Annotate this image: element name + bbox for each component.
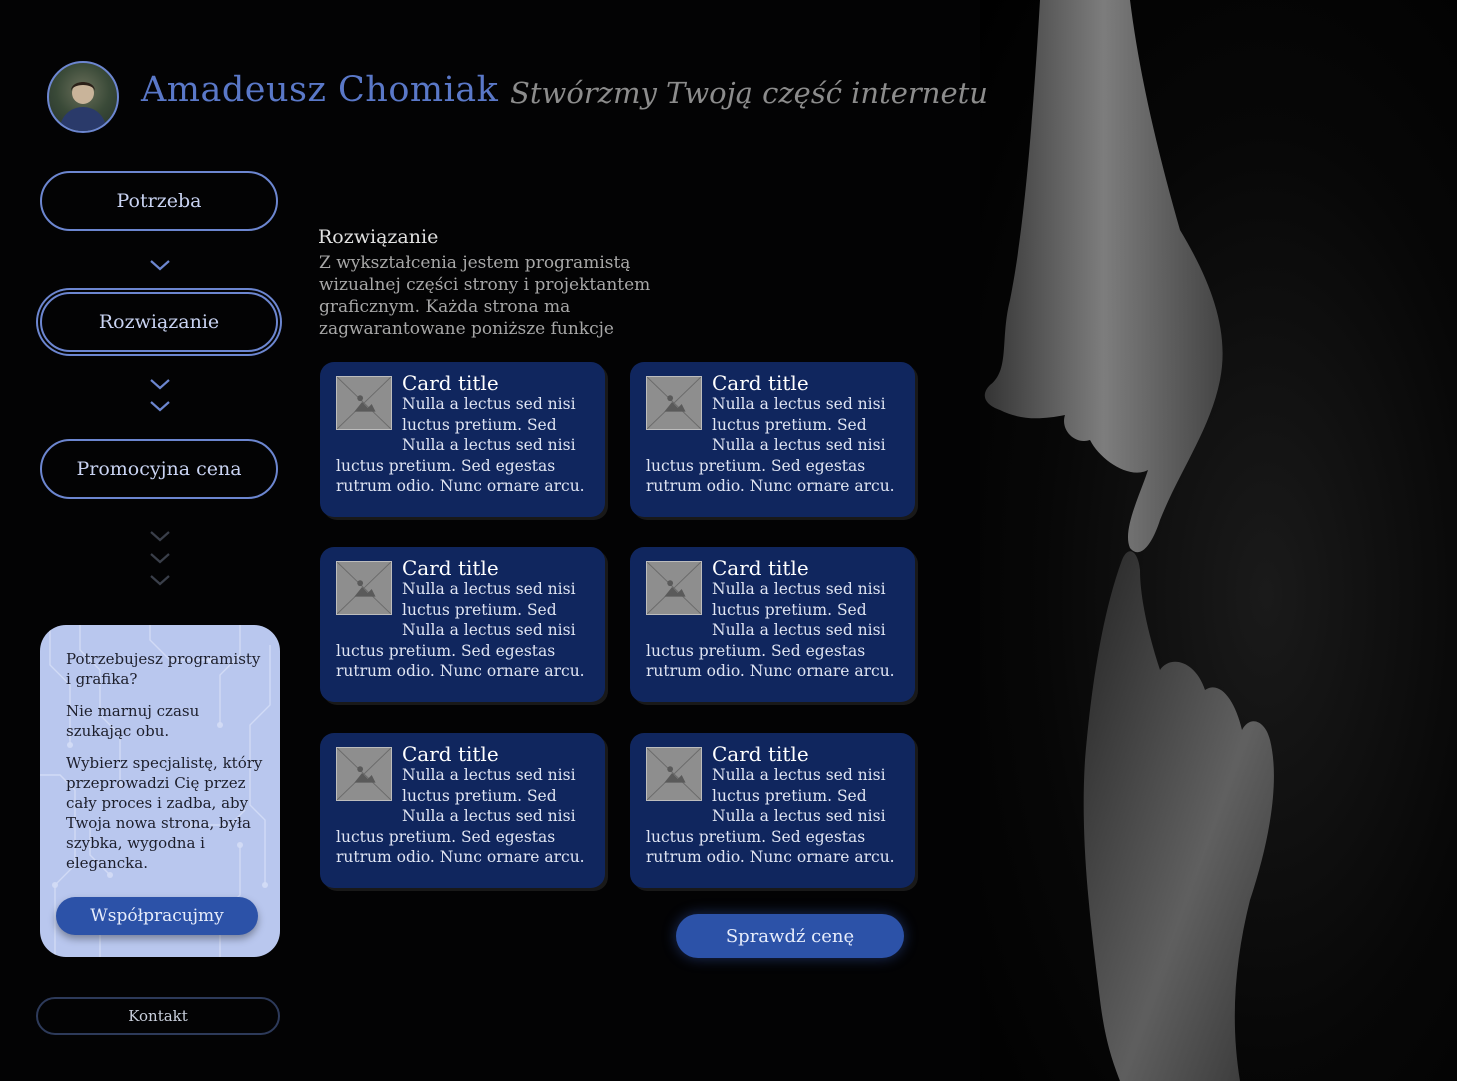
card-body: Card title Nulla a lectus sed nisi luctu… (336, 743, 598, 868)
card-title: Card title (712, 371, 809, 395)
promo-text: Potrzebujesz programisty i grafika? Nie … (66, 649, 266, 885)
feature-card: Card title Nulla a lectus sed nisi luctu… (630, 733, 915, 888)
card-text: Nulla a lectus sed nisi luctus pretium. … (646, 766, 895, 866)
chevron-down-icon (148, 399, 172, 413)
card-text: Nulla a lectus sed nisi luctus pretium. … (646, 580, 895, 680)
feature-card: Card title Nulla a lectus sed nisi luctu… (630, 547, 915, 702)
promo-paragraph: Potrzebujesz programisty i grafika? (66, 650, 261, 688)
feature-card: Card title Nulla a lectus sed nisi luctu… (320, 362, 605, 517)
avatar (47, 61, 119, 133)
card-title: Card title (712, 556, 809, 580)
feature-card: Card title Nulla a lectus sed nisi luctu… (630, 362, 915, 517)
card-text: Nulla a lectus sed nisi luctus pretium. … (336, 766, 585, 866)
nav-step-promocyjna-cena[interactable]: Promocyjna cena (40, 439, 278, 499)
card-text: Nulla a lectus sed nisi luctus pretium. … (646, 395, 895, 495)
image-placeholder-icon (646, 747, 702, 801)
card-body: Card title Nulla a lectus sed nisi luctu… (336, 372, 598, 497)
card-body: Card title Nulla a lectus sed nisi luctu… (646, 557, 908, 682)
card-title: Card title (402, 556, 499, 580)
card-text: Nulla a lectus sed nisi luctus pretium. … (336, 395, 585, 495)
card-body: Card title Nulla a lectus sed nisi luctu… (646, 743, 908, 868)
card-title: Card title (402, 371, 499, 395)
contact-button[interactable]: Kontakt (36, 997, 280, 1035)
section-title: Rozwiązanie (318, 226, 439, 248)
tagline: Stwórzmy Twoją część internetu (510, 76, 988, 110)
reaching-hands-image (980, 0, 1457, 1081)
card-body: Card title Nulla a lectus sed nisi luctu… (646, 372, 908, 497)
chevron-down-icon (148, 258, 172, 272)
image-placeholder-icon (336, 561, 392, 615)
circuit-pattern (40, 625, 271, 957)
chevron-down-icon (148, 377, 172, 391)
promo-paragraph: Wybierz specjalistę, który przeprowadzi … (66, 754, 263, 872)
card-title: Card title (402, 742, 499, 766)
brand-name: Amadeusz Chomiak (141, 70, 499, 110)
nav-step-rozwiazanie[interactable]: Rozwiązanie (40, 292, 278, 352)
image-placeholder-icon (336, 747, 392, 801)
image-placeholder-icon (336, 376, 392, 430)
feature-card: Card title Nulla a lectus sed nisi luctu… (320, 733, 605, 888)
chevron-down-icon (148, 529, 172, 543)
promo-card: Potrzebujesz programisty i grafika? Nie … (40, 625, 280, 957)
feature-card: Card title Nulla a lectus sed nisi luctu… (320, 547, 605, 702)
card-title: Card title (712, 742, 809, 766)
cooperate-button[interactable]: Współpracujmy (56, 897, 258, 935)
image-placeholder-icon (646, 561, 702, 615)
nav-step-potrzeba[interactable]: Potrzeba (40, 171, 278, 231)
promo-paragraph: Nie marnuj czasu szukając obu. (66, 702, 200, 740)
section-description: Z wykształcenia jestem programistą wizua… (319, 253, 651, 339)
card-text: Nulla a lectus sed nisi luctus pretium. … (336, 580, 585, 680)
card-body: Card title Nulla a lectus sed nisi luctu… (336, 557, 598, 682)
check-price-button[interactable]: Sprawdź cenę (676, 914, 904, 958)
chevron-down-icon (148, 551, 172, 565)
image-placeholder-icon (646, 376, 702, 430)
chevron-down-icon (148, 573, 172, 587)
